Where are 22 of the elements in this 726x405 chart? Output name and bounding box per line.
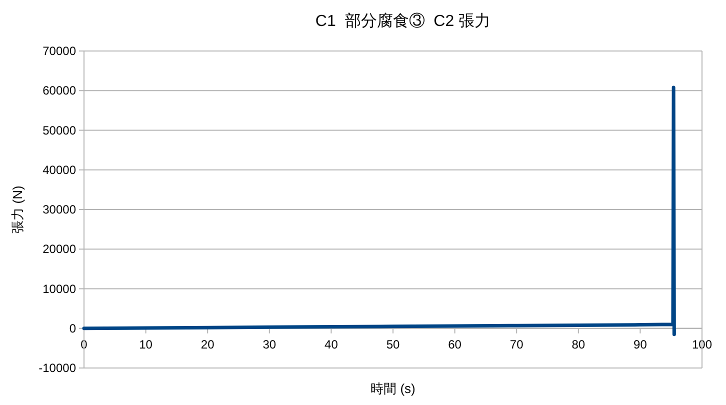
x-tick-label: 100 bbox=[692, 337, 712, 352]
y-tick-label: 50000 bbox=[42, 123, 76, 138]
x-tick-label: 80 bbox=[572, 337, 586, 352]
y-tick-label: 60000 bbox=[42, 84, 76, 98]
y-tick-label: 30000 bbox=[42, 202, 76, 216]
x-tick-label: 30 bbox=[262, 337, 276, 352]
y-tick-label: 70000 bbox=[42, 44, 76, 58]
y-tick-label: 20000 bbox=[42, 242, 76, 256]
y-tick-label: 10000 bbox=[42, 282, 76, 296]
y-tick-label: 40000 bbox=[42, 162, 76, 177]
x-tick-label: 90 bbox=[634, 337, 648, 352]
y-tick-label: 0 bbox=[69, 321, 76, 336]
x-tick-label: 50 bbox=[386, 337, 400, 352]
x-axis-title: 時間 (s) bbox=[370, 381, 416, 396]
chart-title: C1 部分腐食③ C2 張力 bbox=[315, 12, 491, 30]
y-axis-title: 張力 (N) bbox=[10, 186, 25, 234]
x-tick-label: 40 bbox=[324, 337, 338, 352]
x-tick-label: 20 bbox=[200, 337, 215, 352]
y-tick-label: -10000 bbox=[38, 361, 76, 375]
x-tick-label: 10 bbox=[139, 337, 153, 352]
x-tick-label: 60 bbox=[448, 337, 462, 352]
x-tick-label: 70 bbox=[510, 337, 524, 352]
